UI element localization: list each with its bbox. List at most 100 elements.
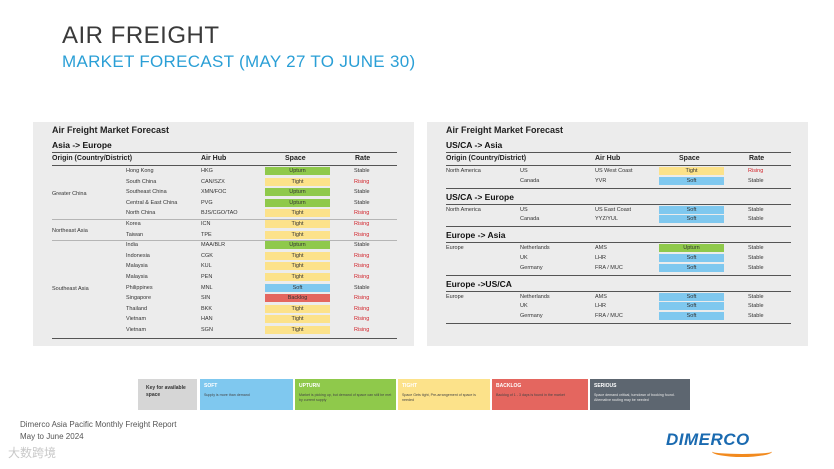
divider xyxy=(446,290,791,292)
row-rate: Rising xyxy=(354,274,370,280)
region-name: North America xyxy=(446,206,481,213)
row-rate: Stable xyxy=(748,177,764,184)
row-space: Tight xyxy=(265,315,330,324)
row-hub: PVG xyxy=(201,199,213,206)
row-space: Soft xyxy=(265,283,330,292)
row-hub: FRA / MUC xyxy=(595,313,623,320)
divider xyxy=(446,242,791,244)
row-rate: Stable xyxy=(748,313,764,320)
row-hub: YYZ/YUL xyxy=(595,216,618,223)
row-rate: Stable xyxy=(748,255,764,261)
header-rate: Rate xyxy=(749,155,765,162)
row-country: Netherlands xyxy=(520,245,550,252)
row-hub: MAA/BLR xyxy=(201,242,226,249)
row-country: North China xyxy=(126,210,156,217)
legend-item-title: SOFT xyxy=(204,383,218,389)
row-hub: FRA / MUC xyxy=(595,264,623,271)
row-rate: Rising xyxy=(354,295,370,302)
row-hub: BKK xyxy=(201,305,213,312)
divider xyxy=(446,187,791,189)
report-name: Dimerco Asia Pacific Monthly Freight Rep… xyxy=(20,420,177,429)
row-space: Upturn xyxy=(265,241,330,250)
row-space: Soft xyxy=(659,263,724,272)
legend-item-desc: Space Gets tight, Pre-arrangement of spa… xyxy=(402,393,476,402)
legend-item-title: SERIOUS xyxy=(594,383,617,389)
row-rate: Rising xyxy=(354,231,370,238)
legend-item-title: UPTURN xyxy=(299,383,320,389)
row-rate: Rising xyxy=(354,178,370,185)
row-country: Philippines xyxy=(126,284,153,291)
row-hub: CAN/SZX xyxy=(201,178,225,185)
row-country: Netherlands xyxy=(520,293,550,300)
row-space: Upturn xyxy=(265,167,330,175)
row-rate: Rising xyxy=(748,168,764,174)
row-space: Soft xyxy=(659,292,724,301)
row-hub: HAN xyxy=(201,316,213,323)
row-rate: Stable xyxy=(748,293,764,300)
divider xyxy=(446,165,791,166)
logo-swoosh-icon xyxy=(712,446,772,457)
legend-item-tight: TIGHT Space Gets tight, Pre-arrangement o… xyxy=(398,379,490,410)
page-title: AIR FREIGHT xyxy=(62,22,220,49)
row-country: UK xyxy=(520,255,528,261)
header-hub: Air Hub xyxy=(595,155,621,162)
region-name: Europe xyxy=(446,245,464,252)
row-hub: YVR xyxy=(595,177,607,184)
section-title: Asia -> Europe xyxy=(52,140,112,150)
row-rate: Rising xyxy=(354,327,370,333)
row-space: Tight xyxy=(265,262,330,271)
legend-key-label: Key for available space xyxy=(146,385,186,398)
row-rate: Rising xyxy=(354,305,370,312)
header-rate: Rate xyxy=(355,155,371,162)
row-hub: MNL xyxy=(201,284,213,291)
row-space: Soft xyxy=(659,254,724,262)
row-rate: Stable xyxy=(354,168,370,174)
header-hub: Air Hub xyxy=(201,155,227,162)
legend-item-desc: Supply is more than demand xyxy=(204,393,250,397)
row-hub: SIN xyxy=(201,295,211,302)
row-rate: Stable xyxy=(354,284,370,291)
legend-item-upturn: UPTURN Market is picking up, but demand o… xyxy=(295,379,396,410)
row-country: Southeast China xyxy=(126,189,167,196)
row-rate: Stable xyxy=(748,216,764,223)
row-country: Vietnam xyxy=(126,316,147,323)
row-rate: Stable xyxy=(354,189,370,196)
row-space: Tight xyxy=(265,220,330,228)
legend-item-title: TIGHT xyxy=(402,383,417,389)
legend-item-title: BACKLOG xyxy=(496,383,522,389)
legend-item-desc: Space demand critical, turndown of booki… xyxy=(594,393,675,402)
row-hub: KUL xyxy=(201,263,212,270)
legend-item-serious: SERIOUS Space demand critical, turndown o… xyxy=(590,379,690,410)
section-title: Europe -> Asia xyxy=(446,230,506,241)
dimerco-logo: DIMERCO xyxy=(666,430,750,449)
row-hub: TPE xyxy=(201,231,212,238)
divider xyxy=(52,337,397,339)
us-europe-panel: Air Freight Market Forecast US/CA -> Asi… xyxy=(427,122,808,346)
row-hub: PEN xyxy=(201,274,213,280)
row-hub: US West Coast xyxy=(595,168,633,174)
section-title: Europe ->US/CA xyxy=(446,278,512,289)
row-country: Central & East China xyxy=(126,199,178,206)
row-space: Tight xyxy=(265,326,330,334)
watermark: 大数跨境 xyxy=(8,446,57,460)
row-rate: Rising xyxy=(354,263,370,270)
group-name: Greater China xyxy=(52,190,87,197)
row-rate: Rising xyxy=(354,210,370,217)
row-country: South China xyxy=(126,178,157,185)
row-space: Soft xyxy=(659,205,724,214)
row-hub: XMN/FOC xyxy=(201,189,227,196)
row-hub: AMS xyxy=(595,245,607,252)
divider xyxy=(52,165,397,166)
row-hub: LHR xyxy=(595,255,607,261)
row-hub: LHR xyxy=(595,303,607,310)
divider xyxy=(446,152,791,153)
divider xyxy=(52,152,397,153)
row-rate: Rising xyxy=(354,316,370,323)
section-title: US/CA -> Asia xyxy=(446,140,503,150)
row-hub: CGK xyxy=(201,252,213,259)
row-space: Soft xyxy=(659,215,724,224)
row-space: Upturn xyxy=(659,244,724,253)
row-hub: SGN xyxy=(201,327,213,333)
legend-item-desc: Market is picking up, but demand of spac… xyxy=(299,393,392,402)
group-name: Southeast Asia xyxy=(52,285,89,292)
